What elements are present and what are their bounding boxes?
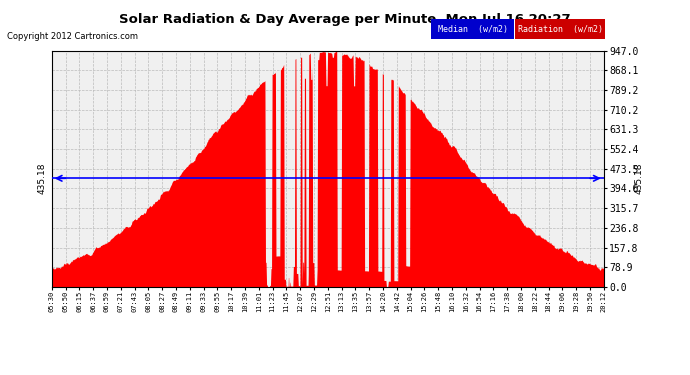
Text: Median  (w/m2): Median (w/m2) [437,25,508,34]
Text: Radiation  (w/m2): Radiation (w/m2) [518,25,603,34]
Text: 435.18: 435.18 [634,162,643,194]
Text: 435.18: 435.18 [37,162,46,194]
Text: Copyright 2012 Cartronics.com: Copyright 2012 Cartronics.com [7,32,138,41]
Text: Solar Radiation & Day Average per Minute  Mon Jul 16 20:27: Solar Radiation & Day Average per Minute… [119,13,571,26]
